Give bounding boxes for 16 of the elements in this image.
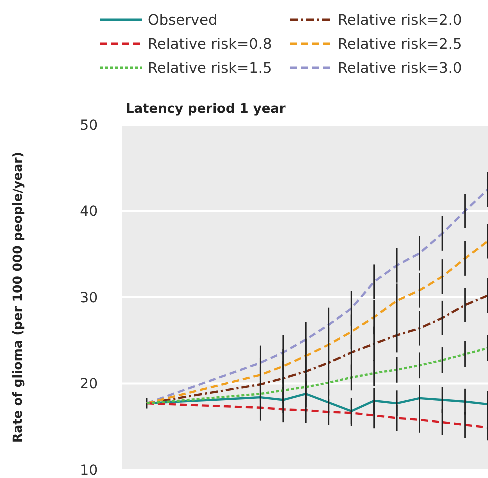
legend-label: Relative risk=2.0 — [338, 13, 462, 30]
line-series — [146, 347, 488, 405]
legend-label: Relative risk=3.0 — [338, 61, 462, 78]
y-tick-label: 10 — [80, 462, 98, 478]
y-tick-label: 20 — [80, 376, 98, 393]
y-tick-label: 40 — [80, 204, 98, 220]
legend-label: Relative risk=0.8 — [148, 37, 272, 54]
chart-title: Latency period 1 year — [126, 102, 286, 117]
y-tick-label: 50 — [80, 118, 98, 134]
y-tick-label: 30 — [80, 290, 98, 306]
line-series — [146, 240, 488, 405]
legend-label: Observed — [148, 13, 218, 30]
y-axis-title: Rate of glioma (per 100 000 people/year) — [10, 152, 25, 443]
legend-label: Relative risk=2.5 — [338, 37, 462, 54]
legend-label: Relative risk=1.5 — [148, 61, 272, 78]
line-series — [146, 188, 488, 405]
